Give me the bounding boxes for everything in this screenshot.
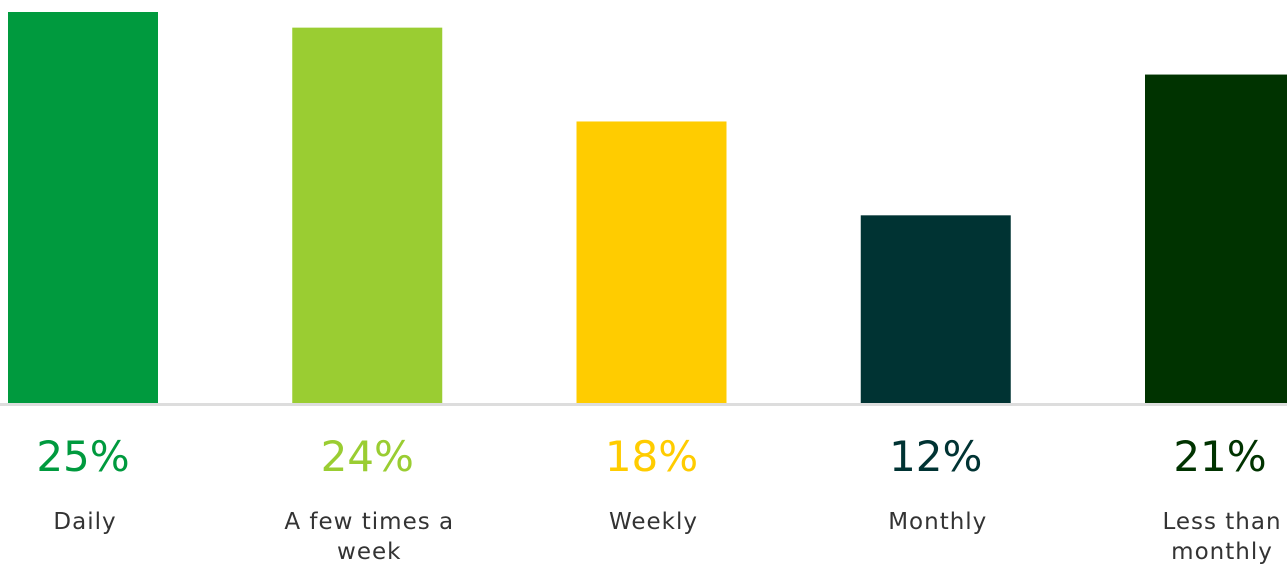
bar: [860, 215, 1011, 403]
value-label: 18%: [604, 432, 699, 481]
category-label: Monthly: [888, 509, 988, 535]
bar: [576, 121, 727, 403]
value-label: 24%: [320, 432, 414, 481]
bar: [8, 12, 158, 403]
bar: [1145, 74, 1287, 403]
category-label: Weekly: [608, 509, 698, 535]
bar: [292, 27, 443, 403]
value-label: 12%: [889, 432, 983, 481]
value-label: 25%: [36, 432, 130, 481]
category-label: Less than monthly: [1162, 509, 1282, 565]
value-label: 21%: [1173, 432, 1267, 481]
category-label: Daily: [53, 509, 117, 535]
category-label: A few times a week: [284, 509, 455, 565]
